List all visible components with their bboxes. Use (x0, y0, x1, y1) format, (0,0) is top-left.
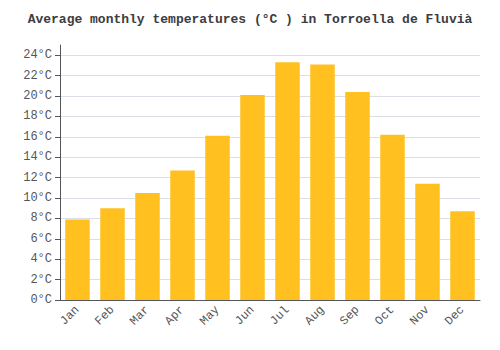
svg-text:May: May (197, 303, 222, 328)
svg-text:2°C: 2°C (30, 273, 52, 287)
svg-text:12°C: 12°C (23, 171, 52, 185)
svg-text:Dec: Dec (442, 303, 467, 328)
svg-text:Nov: Nov (407, 303, 432, 328)
svg-text:Jan: Jan (57, 303, 82, 328)
svg-text:Aug: Aug (302, 303, 327, 328)
svg-text:18°C: 18°C (23, 109, 52, 123)
svg-text:Sep: Sep (337, 303, 362, 328)
svg-text:24°C: 24°C (23, 48, 52, 62)
svg-text:22°C: 22°C (23, 69, 52, 83)
svg-text:Average monthly temperatures (: Average monthly temperatures (°C ) in To… (28, 12, 473, 27)
svg-text:14°C: 14°C (23, 150, 52, 164)
svg-text:Apr: Apr (162, 303, 187, 328)
svg-text:8°C: 8°C (30, 211, 52, 225)
svg-text:0°C: 0°C (30, 293, 52, 307)
svg-text:Oct: Oct (372, 303, 397, 328)
svg-text:Jun: Jun (232, 303, 257, 328)
svg-text:4°C: 4°C (30, 252, 52, 266)
svg-text:Jul: Jul (267, 303, 292, 328)
svg-text:10°C: 10°C (23, 191, 52, 205)
svg-text:6°C: 6°C (30, 232, 52, 246)
svg-text:20°C: 20°C (23, 89, 52, 103)
svg-text:16°C: 16°C (23, 130, 52, 144)
svg-text:Feb: Feb (92, 303, 117, 328)
svg-text:Mar: Mar (127, 303, 152, 328)
